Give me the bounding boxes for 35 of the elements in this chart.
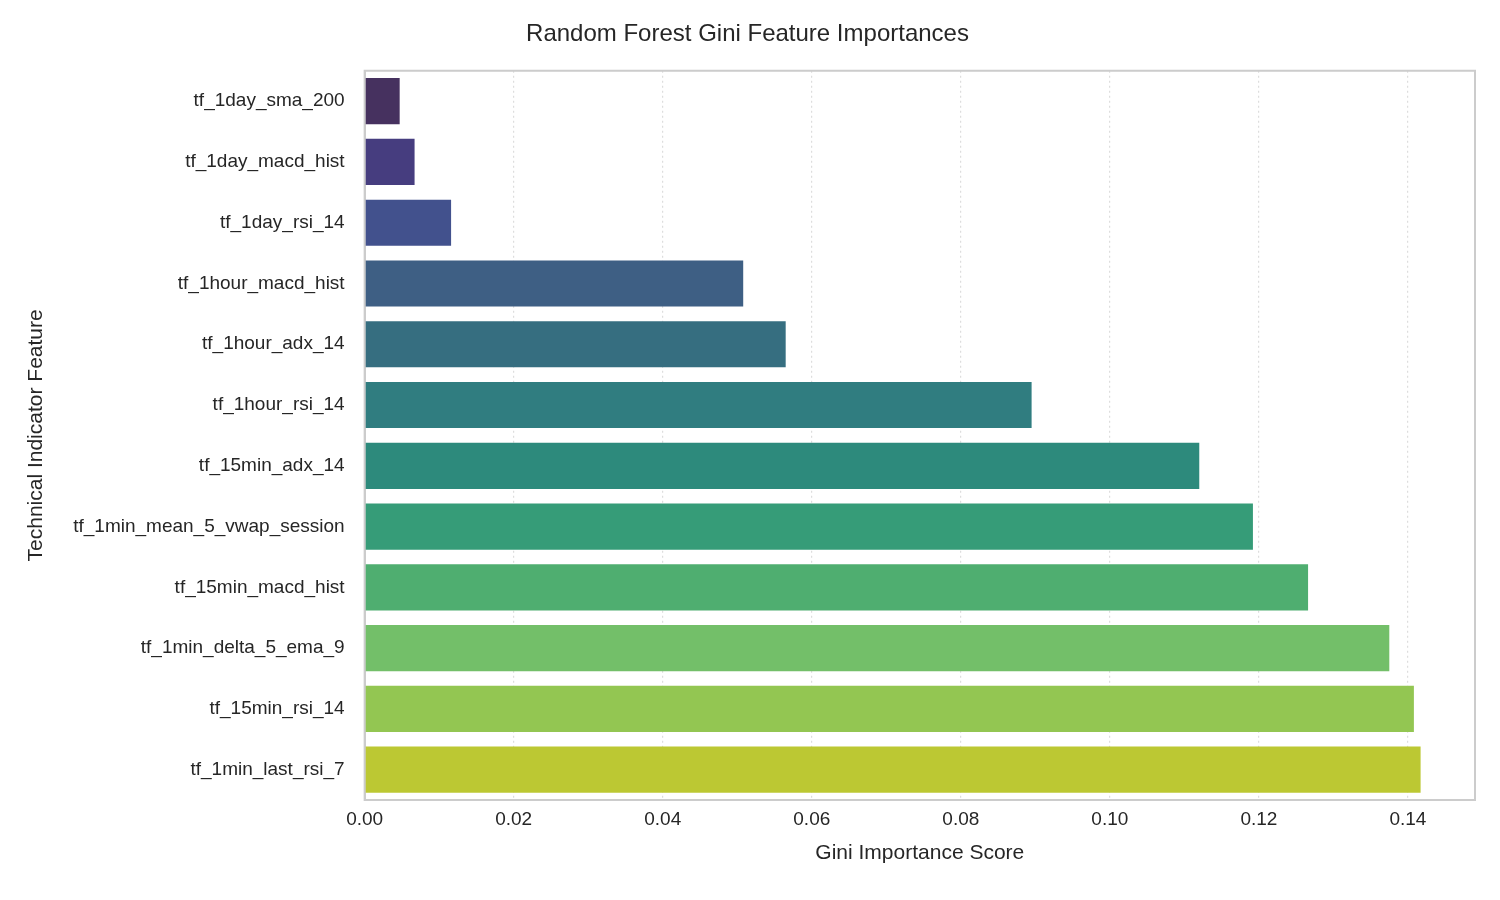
bar (365, 138, 415, 186)
bar (365, 503, 1253, 550)
y-tick-label: tf_15min_rsi_14 (209, 697, 346, 720)
chart-title: Random Forest Gini Feature Importances (526, 19, 969, 47)
y-tick-label: tf_1hour_rsi_14 (212, 393, 346, 416)
bar (365, 321, 786, 368)
bar (365, 624, 1390, 672)
y-tick-label: tf_1min_delta_5_ema_9 (140, 636, 345, 659)
bar (365, 564, 1309, 611)
x-tick-label: 0.10 (1091, 807, 1129, 829)
bar (365, 442, 1200, 489)
x-tick-label: 0.08 (942, 807, 980, 829)
x-tick-label: 0.14 (1389, 807, 1427, 829)
bar (365, 685, 1414, 732)
y-tick-label: tf_1min_mean_5_vwap_session (73, 514, 345, 537)
y-axis-title: Technical Indicator Feature (23, 309, 47, 562)
y-tick-label: tf_1hour_adx_14 (202, 332, 346, 355)
y-tick-label: tf_1min_last_rsi_7 (190, 757, 345, 780)
y-tick-label: tf_15min_adx_14 (198, 454, 346, 477)
y-tick-label: tf_1day_macd_hist (185, 150, 346, 173)
bar (365, 746, 1421, 793)
bar (365, 381, 1032, 429)
y-tick-label: tf_1hour_macd_hist (177, 271, 346, 294)
x-tick-label: 0.12 (1240, 807, 1278, 829)
bar (365, 260, 744, 307)
x-axis-title: Gini Importance Score (815, 840, 1025, 864)
x-tick-label: 0.02 (495, 807, 533, 829)
x-tick-label: 0.04 (644, 807, 682, 829)
bar (365, 78, 400, 125)
y-tick-label: tf_1day_rsi_14 (219, 210, 346, 233)
y-tick-label: tf_15min_macd_hist (174, 575, 346, 598)
x-tick-label: 0.00 (346, 807, 384, 829)
x-tick-label: 0.06 (793, 807, 831, 829)
bar (365, 199, 452, 246)
y-tick-label: tf_1day_sma_200 (193, 89, 345, 112)
